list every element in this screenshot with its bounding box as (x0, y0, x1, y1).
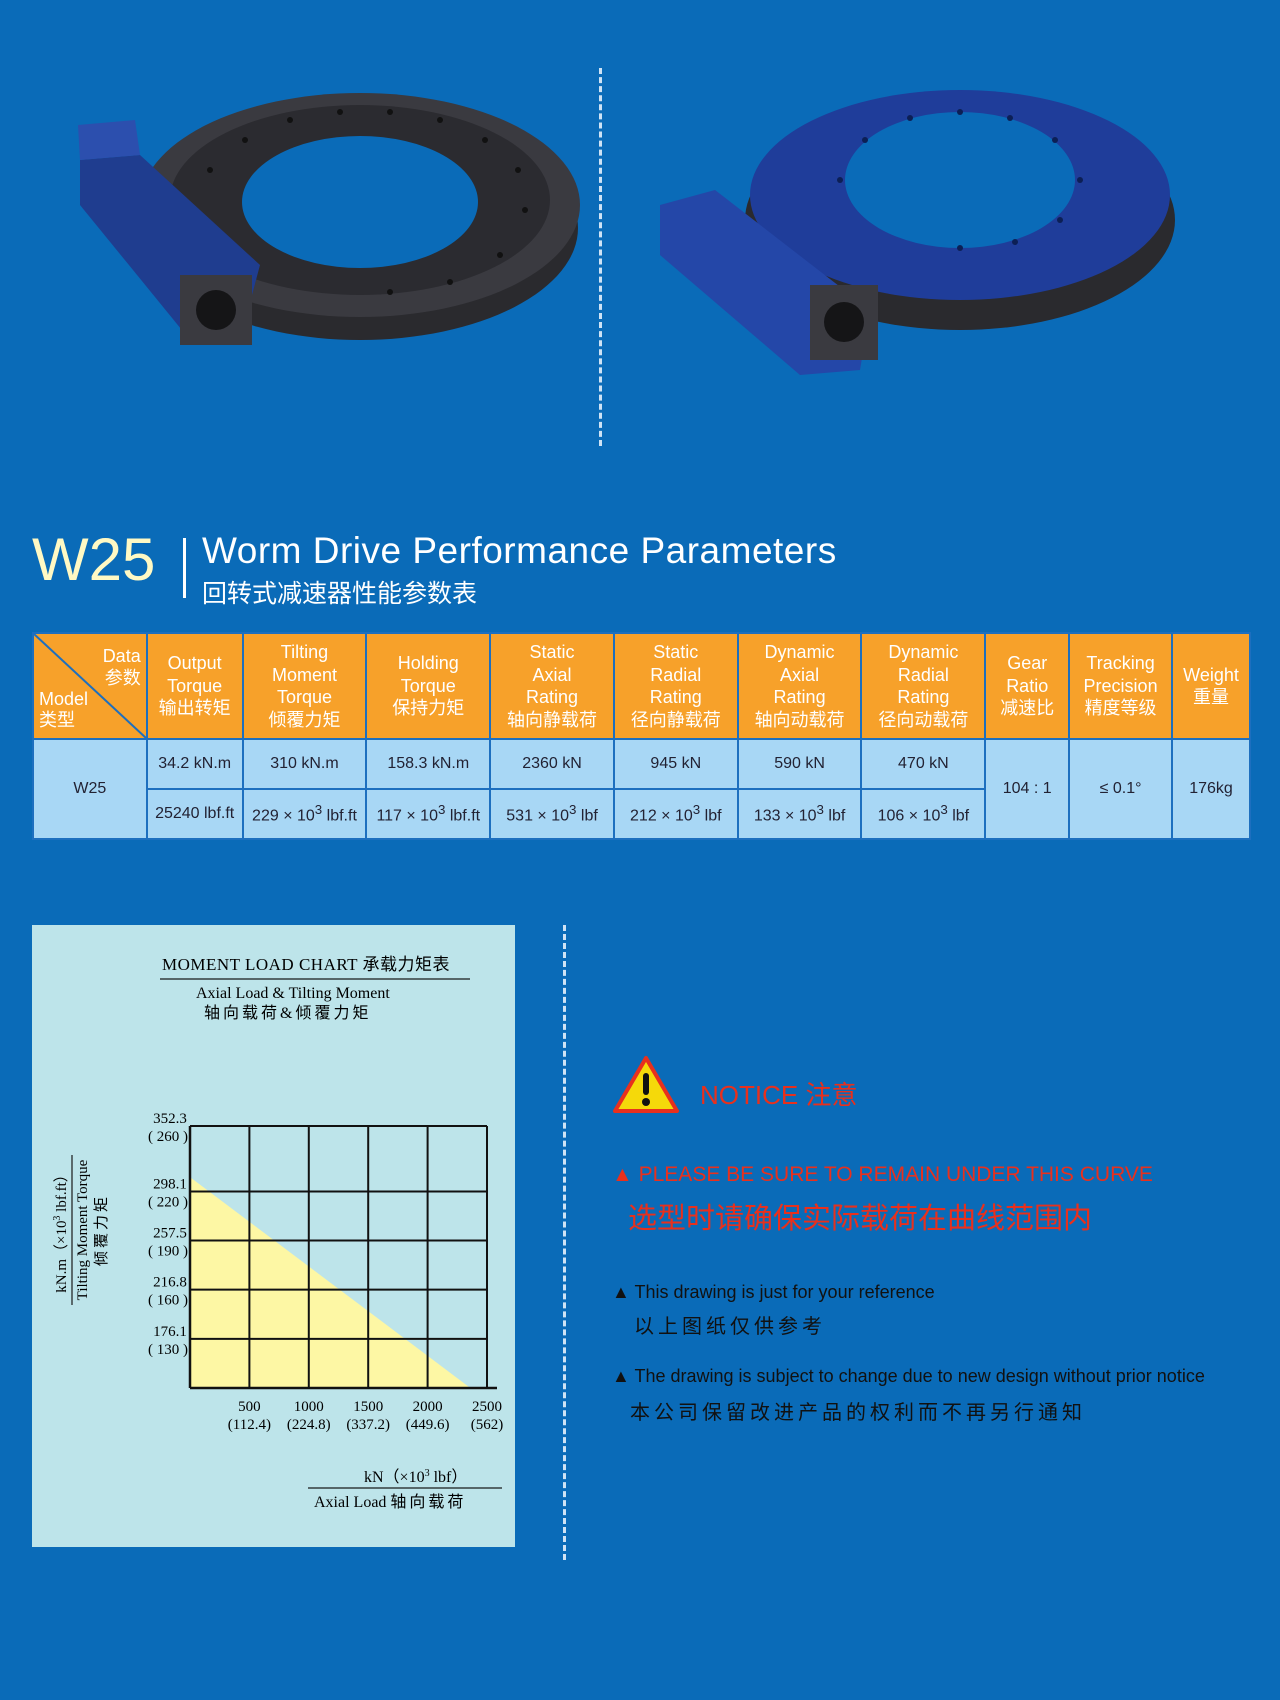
cell-dynamic-radial-imperial: 106 × 103 lbf (860, 788, 987, 840)
col-gear-ratio: Gear Ratio 减速比 (984, 632, 1071, 740)
product-photo-blue (660, 90, 1175, 375)
title-en: Worm Drive Performance Parameters (202, 530, 837, 571)
plot-area: 500 (112.4) 1000 (224.8) 1500 (337.2) 2000 (449… (148, 1111, 503, 1433)
col-tracking-precision: Tracking Precision 精度等级 (1068, 632, 1174, 740)
corner-data-en: Data (102, 646, 141, 666)
chart-subtitle-en: Axial Load & Tilting Moment (196, 985, 390, 1002)
col-tilting-moment: Tilting Moment Torque 倾覆力矩 (241, 632, 368, 740)
cell-holding-torque-metric: 158.3 kN.m (365, 738, 492, 790)
chart-subtitle-zh: 轴向载荷&倾覆力矩 (204, 1004, 371, 1022)
corner-cell: Data 参数 Model 类型 (32, 632, 148, 740)
x-axis-unit: kN（×103 lbf） (364, 1468, 467, 1486)
warning-triangle-icon (613, 1056, 679, 1113)
x-tick-sublabel: (337.2) (346, 1417, 390, 1433)
cell-static-axial-imperial: 531 × 103 lbf (489, 788, 615, 840)
y-tick-sublabel: ( 260 ) (148, 1129, 188, 1145)
y-tick-label: 298.1 (153, 1176, 187, 1192)
y-axis-label-en: Tilting Moment Torque (75, 1159, 91, 1300)
y-tick-sublabel: ( 130 ) (148, 1342, 188, 1358)
data-row-imperial: 25240 lbf.ft 229 × 103 lbf.ft 117 × 103 … (33, 788, 1250, 840)
cell-static-radial-imperial: 212 × 103 lbf (612, 788, 739, 840)
x-tick-label: 1000 (294, 1399, 324, 1415)
cell-weight: 176kg (1171, 738, 1251, 840)
notice-title: NOTICE 注意 (700, 1080, 858, 1110)
cell-tracking-precision: ≤ 0.1° (1068, 738, 1174, 840)
cell-tilting-moment-imperial: 229 × 103 lbf.ft (241, 788, 368, 840)
y-tick-sublabel: ( 220 ) (148, 1194, 188, 1210)
reference-note-en: ▲ This drawing is just for your referenc… (612, 1282, 935, 1302)
product-photo-black (78, 93, 580, 345)
curve-warning-en: ▲ PLEASE BE SURE TO REMAIN UNDER THIS CU… (612, 1163, 1153, 1186)
col-static-radial: Static Radial Rating 径向静载荷 (612, 632, 739, 740)
moment-load-chart-panel: MOMENT LOAD CHART 承载力矩表 Axial Load & Til… (32, 925, 515, 1547)
y-axis-unit: kN.m（×103 lbf.ft） (52, 1167, 70, 1293)
cell-dynamic-radial-metric: 470 kN (860, 738, 987, 790)
x-axis-label: Axial Load 轴向载荷 (314, 1493, 466, 1511)
x-tick-sublabel: (449.6) (406, 1417, 450, 1433)
title-divider (183, 538, 186, 598)
moment-load-chart: MOMENT LOAD CHART 承载力矩表 Axial Load & Til… (52, 955, 503, 1511)
reference-note-zh: 以上图纸仅供参考 (634, 1316, 826, 1338)
x-tick-sublabel: (112.4) (228, 1417, 271, 1433)
x-tick-label: 2500 (472, 1399, 502, 1415)
model-code: W25 (32, 526, 156, 593)
col-weight: Weight 重量 (1171, 632, 1251, 740)
cell-holding-torque-imperial: 117 × 103 lbf.ft (365, 788, 492, 840)
curve-warning-zh: 选型时请确保实际载荷在曲线范围内 (628, 1203, 1093, 1235)
x-tick-sublabel: (224.8) (287, 1417, 331, 1433)
cell-output-torque-metric: 34.2 kN.m (145, 738, 244, 790)
y-axis-label-zh: 倾覆力矩 (93, 1194, 110, 1266)
x-tick-label: 2000 (413, 1399, 443, 1415)
col-dynamic-radial: Dynamic Radial Rating 径向动载荷 (860, 632, 987, 740)
col-holding-torque: Holding Torque 保持力矩 (365, 632, 492, 740)
corner-model-zh: 类型 (39, 710, 75, 731)
cell-output-torque-imperial: 25240 lbf.ft (145, 788, 244, 840)
cell-static-radial-metric: 945 kN (612, 738, 739, 790)
header-row: Data 参数 Model 类型 Output Torque 输出转矩 Tilting M… (32, 632, 1251, 740)
x-tick-sublabel: (562) (471, 1417, 504, 1433)
cell-dynamic-axial-metric: 590 kN (736, 738, 863, 790)
chart-divider (563, 925, 566, 1560)
photo-divider (599, 68, 602, 446)
change-note-en: ▲ The drawing is subject to change due t… (612, 1366, 1205, 1386)
cell-dynamic-axial-imperial: 133 × 103 lbf (736, 788, 863, 840)
y-tick-label: 216.8 (153, 1275, 187, 1291)
spec-table: Data 参数 Model 类型 Output Torque 输出转矩 Tilting M… (32, 632, 1251, 840)
cell-model: W25 (32, 738, 148, 840)
corner-model-en: Model (39, 688, 89, 709)
change-note-zh: 本公司保留改进产品的权利而不再另行通知 (630, 1402, 1086, 1424)
cell-static-axial-metric: 2360 kN (489, 738, 615, 790)
col-static-axial: Static Axial Rating 轴向静载荷 (489, 632, 615, 740)
corner-data-zh: 参数 (104, 667, 141, 688)
title-zh: 回转式减速器性能参数表 (202, 580, 478, 608)
col-dynamic-axial: Dynamic Axial Rating 轴向动载荷 (736, 632, 863, 740)
x-tick-label: 1500 (353, 1399, 383, 1415)
y-tick-sublabel: ( 190 ) (148, 1244, 188, 1260)
col-output-torque: Output Torque 输出转矩 (145, 632, 244, 740)
y-tick-sublabel: ( 160 ) (148, 1293, 188, 1309)
chart-title: MOMENT LOAD CHART 承载力矩表 (162, 955, 450, 974)
y-tick-label: 352.3 (153, 1111, 187, 1127)
cell-gear-ratio: 104 : 1 (984, 738, 1071, 840)
x-tick-label: 500 (238, 1399, 261, 1415)
cell-tilting-moment-metric: 310 kN.m (241, 738, 368, 790)
y-tick-label: 257.5 (153, 1226, 187, 1242)
y-tick-label: 176.1 (153, 1324, 187, 1340)
data-row-metric: W25 34.2 kN.m 310 kN.m 158.3 kN.m 2360 k… (32, 738, 1251, 840)
